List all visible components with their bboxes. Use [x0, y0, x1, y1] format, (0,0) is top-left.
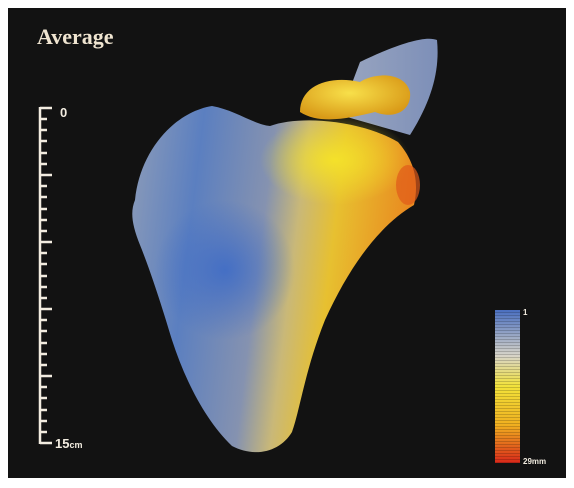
yellow-region: [260, 115, 410, 205]
colorbar-top-label: 1: [523, 308, 528, 317]
colorbar-bottom-label: 29mm: [523, 457, 546, 466]
colorbar-stripes: [495, 310, 520, 463]
red-region: [396, 165, 420, 205]
ruler-bottom-value: 15: [55, 436, 69, 451]
title: Average: [37, 24, 114, 49]
blue-region: [155, 200, 295, 340]
image: 0 15cm 1 29mm Average: [0, 0, 574, 488]
ruler-unit: cm: [69, 440, 82, 450]
ruler-top-label: 0: [60, 105, 67, 120]
